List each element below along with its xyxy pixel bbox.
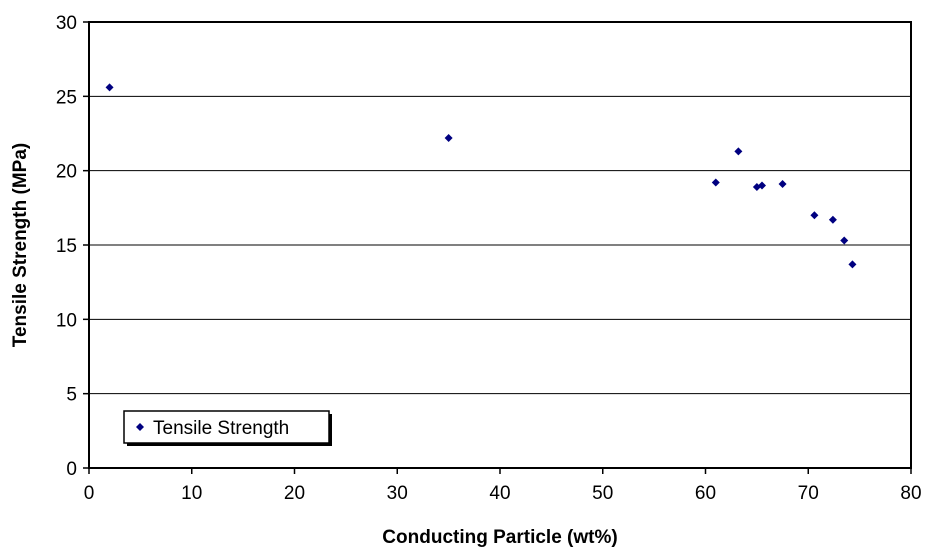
data-points xyxy=(105,83,857,269)
y-tick-label: 15 xyxy=(56,236,77,257)
y-tick-label: 20 xyxy=(56,162,77,183)
x-tick-label: 50 xyxy=(592,483,613,504)
x-tick-label: 40 xyxy=(489,483,510,504)
legend-label: Tensile Strength xyxy=(153,418,289,439)
x-tick-label: 80 xyxy=(900,483,921,504)
x-axis-tick-labels: 0 10 20 30 40 50 60 70 80 xyxy=(84,483,922,504)
y-tick-label: 0 xyxy=(66,459,77,480)
data-point xyxy=(848,260,857,269)
legend-box xyxy=(123,410,330,444)
y-axis-tick-labels: 0 5 10 15 20 25 30 xyxy=(56,13,77,480)
y-tick-label: 30 xyxy=(56,13,77,34)
data-point xyxy=(778,180,787,189)
y-axis-title: Tensile Strength (MPa) xyxy=(10,143,31,347)
x-tick-label: 70 xyxy=(798,483,819,504)
data-point xyxy=(105,83,114,92)
gridlines xyxy=(89,95,911,395)
data-point xyxy=(444,133,453,142)
x-tick-label: 0 xyxy=(84,483,95,504)
x-tick-label: 60 xyxy=(695,483,716,504)
legend: Tensile Strength xyxy=(123,410,332,446)
x-axis-title: Conducting Particle (wt%) xyxy=(382,527,617,548)
data-point xyxy=(840,236,849,245)
x-tick-label: 30 xyxy=(387,483,408,504)
axis-ticks xyxy=(83,21,912,474)
y-tick-label: 5 xyxy=(66,385,77,406)
legend-marker-diamond xyxy=(136,423,144,431)
data-point xyxy=(734,147,743,156)
y-tick-label: 25 xyxy=(56,87,77,108)
data-point xyxy=(810,211,819,220)
data-point xyxy=(828,215,837,224)
data-point xyxy=(711,178,720,187)
x-tick-label: 20 xyxy=(284,483,305,504)
y-tick-label: 10 xyxy=(56,310,77,331)
x-tick-label: 10 xyxy=(181,483,202,504)
data-point xyxy=(758,181,767,190)
